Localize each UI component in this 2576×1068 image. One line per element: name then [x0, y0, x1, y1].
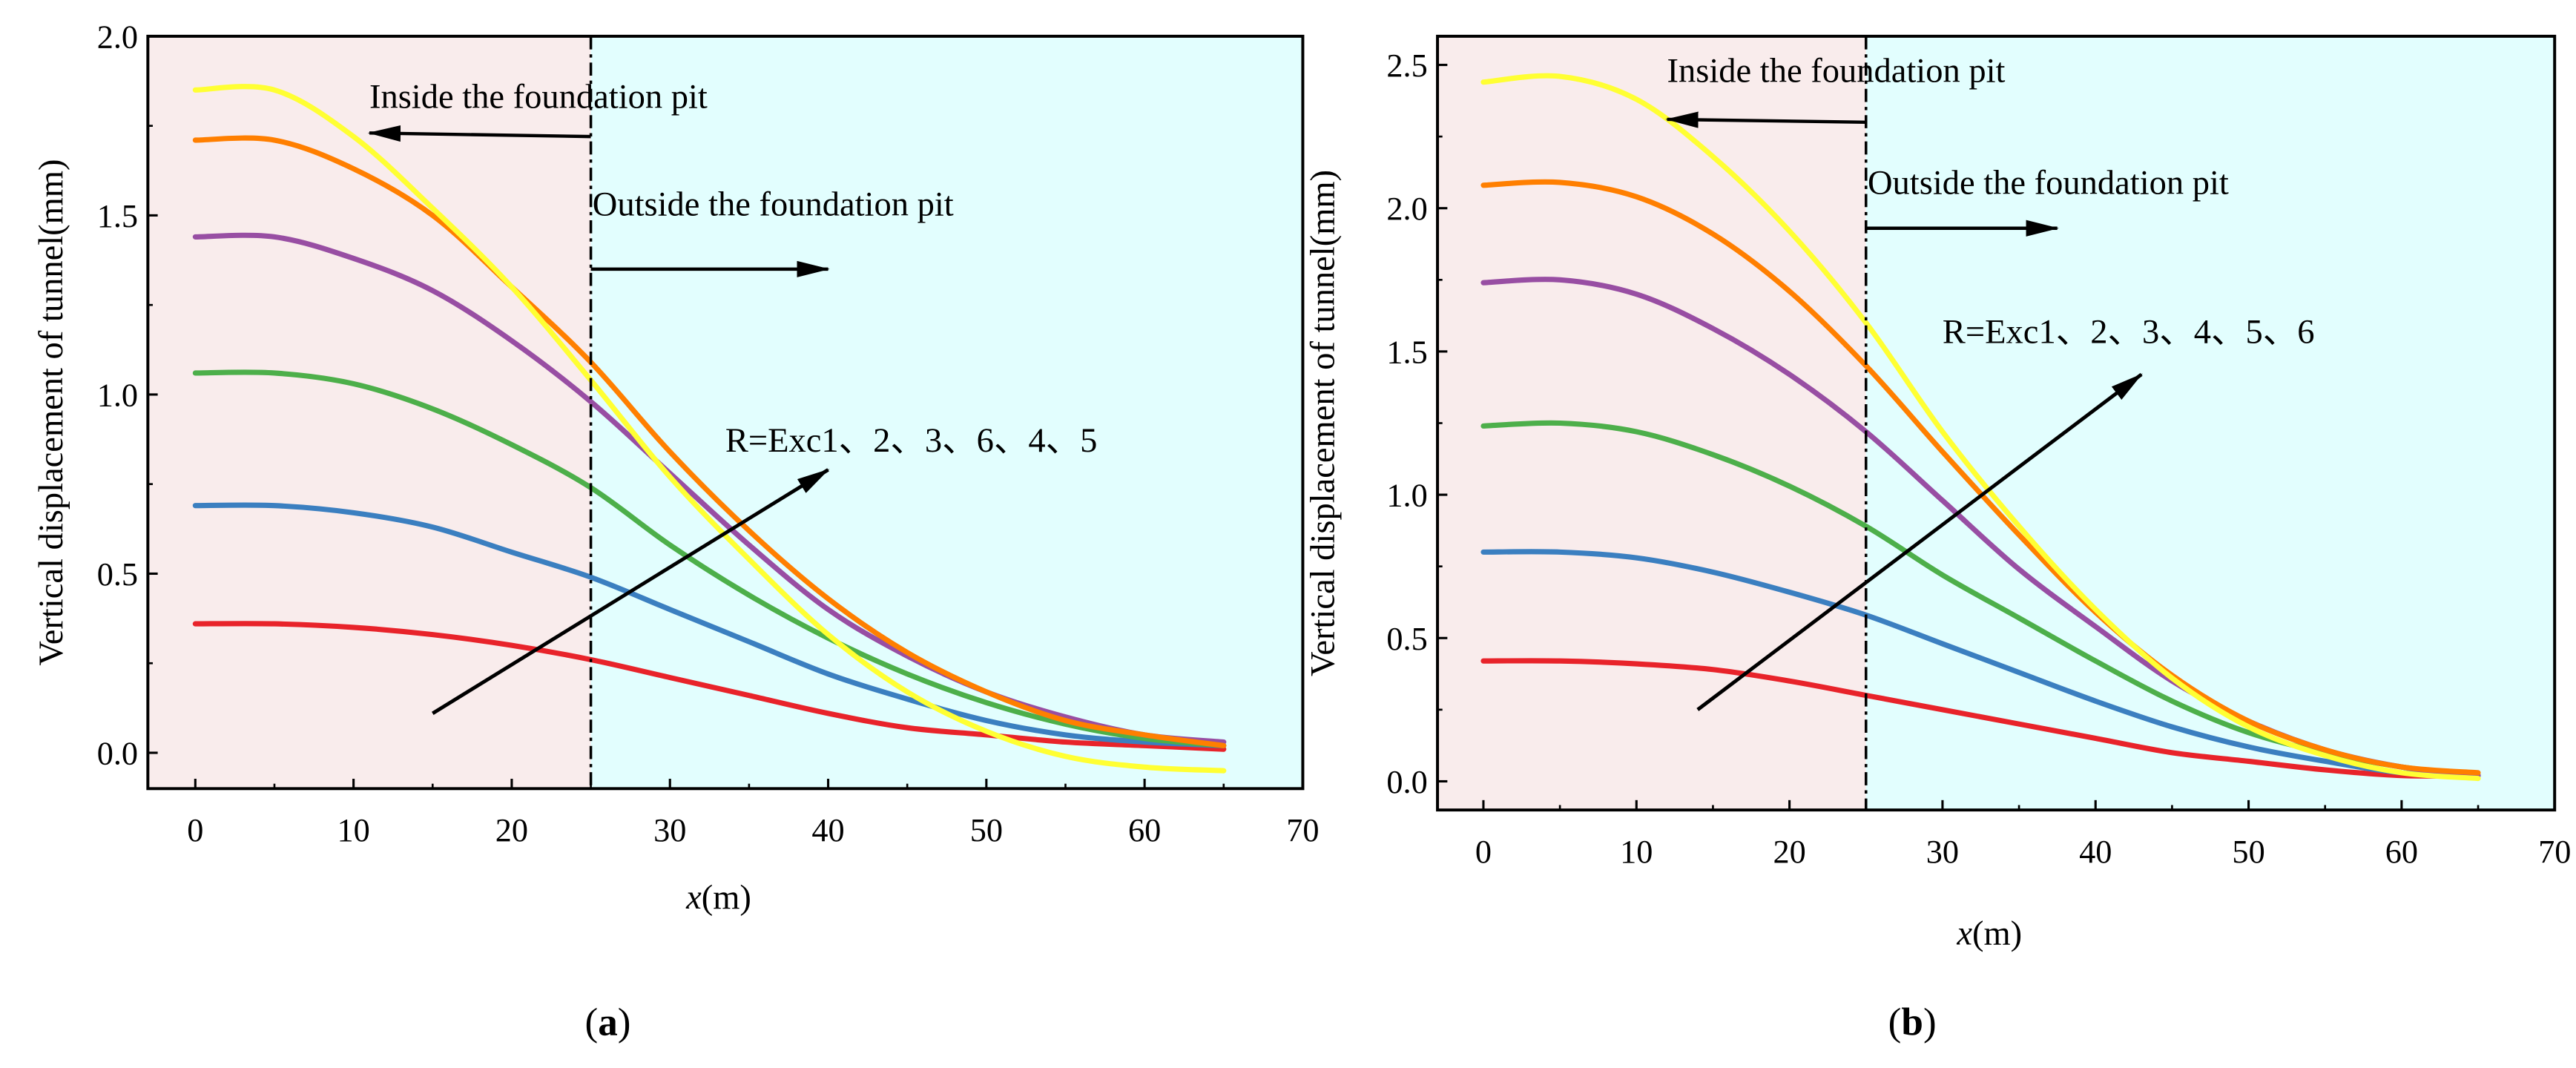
x-axis-title-unit: (m)	[702, 879, 751, 917]
inside-arrow	[367, 125, 591, 142]
x-tick-label: 30	[653, 812, 686, 848]
y-tick-label: 0.0	[97, 736, 138, 772]
x-tick-label: 50	[970, 812, 1003, 848]
x-tick-label: 10	[337, 812, 369, 848]
caption-letter: b	[1901, 1001, 1923, 1044]
y-tick-label: 1.5	[97, 198, 138, 234]
chart-panel-b: 0 10 20 30 40 50 60 70 0.0 0.5 1.0 1.5 2.0 2.5 x(m) Ver…	[1305, 34, 2571, 1044]
series-line-exc6	[1480, 73, 2481, 782]
caption-open: (	[585, 1001, 599, 1044]
y-tick-label: 0.0	[1386, 764, 1427, 800]
inside-arrow	[1665, 111, 1866, 128]
series-line-exc2	[1480, 549, 2481, 779]
excavation-order-label: R=Exc1、2、3、6、4、5	[725, 422, 1098, 460]
chart-panel-a: 0 10 20 30 40 50 60 70 0.0 0.5 1.0 1.5 2.0 x(m) Vertic…	[33, 19, 1319, 1044]
x-tick-label: 20	[1773, 834, 1805, 870]
x-axis-title-unit: (m)	[1972, 915, 2022, 953]
series-line-exc1	[1480, 658, 2481, 779]
x-tick-label: 40	[811, 812, 844, 848]
outside-region	[590, 36, 1303, 789]
caption-open: (	[1888, 1001, 1902, 1044]
x-tick-label: 10	[1620, 834, 1653, 870]
series-line-exc1	[192, 621, 1227, 752]
excavation-order-arrow	[1696, 372, 2143, 711]
y-tick-label: 1.0	[97, 377, 138, 413]
x-tick-label: 60	[2385, 834, 2418, 870]
series-line-exc2	[192, 502, 1227, 748]
outside-label: Outside the foundation pit	[1868, 164, 2229, 202]
caption-letter: a	[598, 1001, 618, 1044]
x-tick-label: 70	[2538, 834, 2571, 870]
y-tick-label: 2.0	[1386, 191, 1427, 227]
y-tick-label: 0.5	[97, 556, 138, 593]
panel-caption: (b)	[1888, 1001, 1937, 1044]
y-tick-label: 1.5	[1386, 334, 1427, 370]
y-axis-title: Vertical displacement of tunnel(mm)	[1305, 170, 1343, 676]
y-tick-label: 0.5	[1386, 621, 1427, 657]
inside-label: Inside the foundation pit	[369, 78, 708, 116]
inside-label: Inside the foundation pit	[1667, 53, 2006, 90]
caption-close: )	[1923, 1001, 1937, 1044]
x-axis-title-var: x	[1956, 915, 1972, 953]
x-axis-title: x(m)	[1956, 915, 2022, 953]
x-tick-label: 60	[1128, 812, 1161, 848]
x-tick-label: 30	[1926, 834, 1959, 870]
outside-label: Outside the foundation pit	[593, 185, 954, 223]
caption-close: )	[618, 1001, 631, 1044]
y-tick-label: 2.0	[97, 19, 138, 55]
x-axis-title-var: x	[685, 879, 702, 917]
y-axis-title: Vertical displacement of tunnel(mm)	[33, 159, 70, 666]
series-line-exc3	[192, 369, 1227, 748]
plot-frame	[146, 34, 1305, 791]
series-line-exc5	[192, 135, 1227, 748]
x-tick-label: 50	[2232, 834, 2264, 870]
series-line-exc5	[1480, 179, 2481, 776]
panel-caption: (a)	[585, 1001, 631, 1044]
excavation-order-label: R=Exc1、2、3、4、5、6	[1943, 313, 2315, 351]
x-tick-label: 20	[495, 812, 528, 848]
x-tick-label: 40	[2079, 834, 2112, 870]
x-tick-label: 70	[1286, 812, 1319, 848]
y-tick-label: 2.5	[1386, 47, 1427, 84]
x-tick-label: 0	[1475, 834, 1492, 870]
series-line-exc4	[192, 232, 1227, 745]
x-tick-label: 0	[187, 812, 203, 848]
outside-region	[1865, 36, 2555, 811]
series-line-exc6	[192, 84, 1227, 774]
x-axis-title: x(m)	[685, 879, 751, 917]
excavation-order-arrow	[432, 468, 830, 715]
y-tick-label: 1.0	[1386, 478, 1427, 514]
